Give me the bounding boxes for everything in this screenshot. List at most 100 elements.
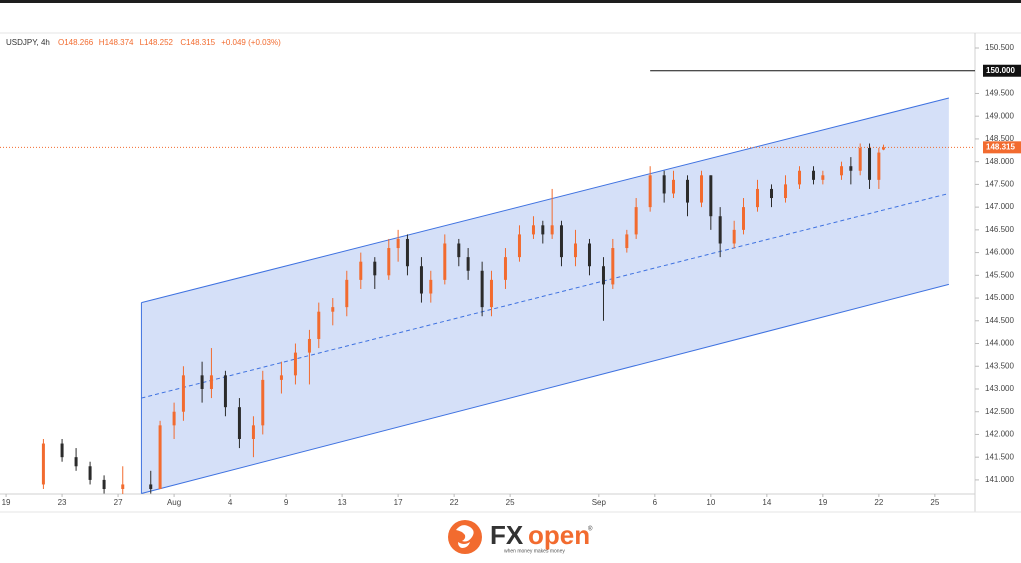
candle-body [172,411,176,426]
candle-body [531,225,535,235]
candle-body [559,225,563,258]
y-tick-label: 150.500 [985,43,1014,52]
last-price-label: 148.315 [986,142,1015,151]
y-tick-label: 142.500 [985,407,1014,416]
candle-body [517,234,521,258]
logo-mark [456,525,474,548]
x-tick-label: 23 [58,498,67,507]
x-tick-label: Aug [167,498,181,507]
x-tick-label: 19 [2,498,11,507]
y-tick-label: 146.500 [985,225,1014,234]
candle-body [625,234,629,249]
brand-fx: FX [490,520,524,550]
candle-body [88,466,92,480]
brand-tagline: when money makes money [504,548,565,554]
candle-body [541,225,545,235]
y-tick-label: 145.000 [985,293,1014,302]
ohlc-value: O148.266 [58,38,94,47]
candle-body [573,243,577,258]
candle-body [480,270,484,308]
candle-body [840,166,844,176]
candle-body [279,375,283,380]
y-tick-label: 142.000 [985,430,1014,439]
candle-body [237,407,241,439]
candle-body [200,375,204,389]
brand-registered: ® [588,526,593,533]
candle-body [798,170,802,185]
candle-body [405,238,409,267]
x-tick-label: 22 [874,498,883,507]
candle-body [466,257,470,271]
candle-body [317,311,321,339]
y-tick-label: 144.000 [985,339,1014,348]
candle-body [181,375,185,412]
candle-body [611,248,615,285]
y-tick-label: 147.500 [985,180,1014,189]
candle-body [587,243,591,267]
candle-body [770,188,774,199]
candle-body [251,425,255,439]
y-tick-label: 141.000 [985,475,1014,484]
ohlc-value: H148.374 [99,38,134,47]
candle-body [489,279,493,308]
x-tick-label: 4 [228,498,233,507]
candle-body [868,148,872,180]
candle-body [784,184,788,199]
candle-body [359,261,363,280]
legend-symbol: USDJPY, 4h [6,38,50,47]
y-tick-label: 147.000 [985,202,1014,211]
x-tick-label: 25 [506,498,515,507]
y-tick-label: 146.000 [985,248,1014,257]
candle-body [882,147,886,150]
candle-body [718,216,722,244]
candle-body [812,170,816,180]
candle-body [261,379,265,426]
x-tick-label: 19 [818,498,827,507]
candle-body [503,257,507,280]
y-tick-label: 141.500 [985,452,1014,461]
candle-body [223,375,227,408]
x-tick-label: 6 [653,498,658,507]
candle-body [41,443,45,485]
candle-body [699,175,703,203]
ohlc-change: +0.049 (+0.03%) [221,38,281,47]
candle-body [396,238,400,249]
candle-body [293,352,297,376]
candle-body [158,425,162,489]
candle-body [419,266,423,294]
candle-body [331,307,335,312]
x-tick-label: 17 [394,498,403,507]
candle-body [307,338,311,353]
y-tick-label: 144.500 [985,316,1014,325]
x-tick-label: 22 [450,498,459,507]
candle-body [74,457,78,467]
candle-body [60,443,64,458]
candle-body [550,225,554,235]
candle-body [443,243,447,280]
x-tick-label: 14 [762,498,771,507]
candle-body [671,179,675,194]
channel-upper [141,97,949,304]
candle-body [457,243,461,258]
candle-body [601,266,605,285]
x-tick-label: 27 [114,498,123,507]
candle-body [209,375,213,389]
candle-body [149,484,153,489]
brand-open: open [528,520,590,550]
candle-body [877,152,881,180]
top-bar [0,0,1021,3]
level-label: 150.000 [986,66,1015,75]
y-tick-label: 143.000 [985,384,1014,393]
footer: FX open ® when money makes money [448,520,593,554]
candle-body [373,261,377,276]
level-label-box [983,64,1021,77]
y-tick-label: 143.500 [985,361,1014,370]
logo-emblem [448,520,482,554]
axes: 141.000 141.500 142.000 142.500 143.000 143.5… [2,43,1021,507]
y-tick-label: 149.000 [985,111,1014,120]
candle-body [742,207,746,230]
ohlc-legend: O148.266 H148.374 L148.252 C148.315 +0.049 (… [58,38,281,47]
candle-body [685,179,689,203]
candle-body [102,479,106,489]
